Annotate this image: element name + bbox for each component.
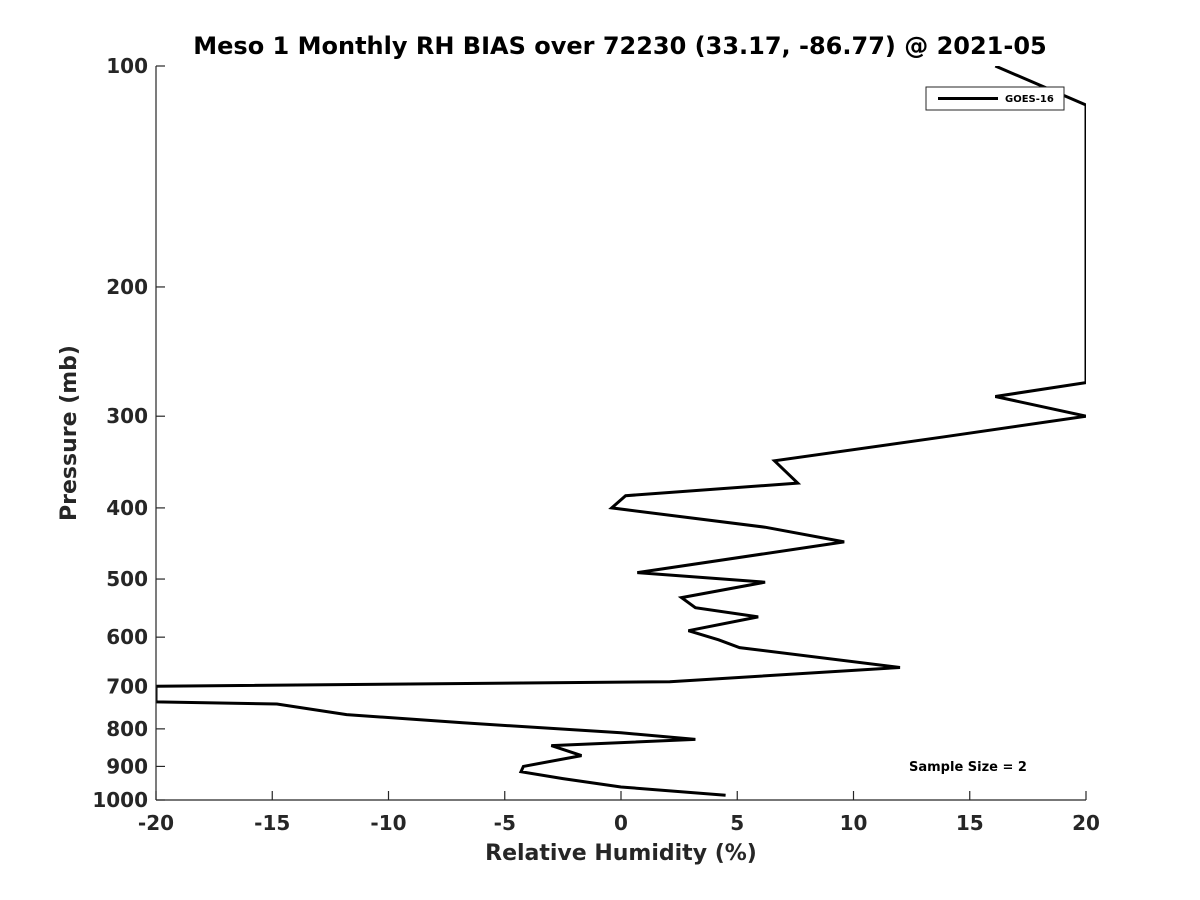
series-line-goes-16 (156, 66, 1086, 797)
y-axis-ticks: 100 200 300 400 500 600 700 800 900 1000 (92, 54, 165, 812)
x-axis-label: Relative Humidity (%) (485, 841, 757, 866)
y-tick-label: 500 (106, 567, 148, 591)
chart-title: Meso 1 Monthly RH BIAS over 72230 (33.17… (193, 32, 1046, 60)
x-tick-label: 10 (840, 811, 868, 835)
x-axis-ticks: -20 -15 -10 -5 0 5 10 15 20 (138, 791, 1100, 835)
plot-area (156, 66, 1086, 797)
y-axis-label: Pressure (mb) (57, 345, 82, 521)
y-tick-label: 600 (106, 625, 148, 649)
sample-size-note: Sample Size = 2 (909, 760, 1027, 775)
x-tick-label: -10 (370, 811, 406, 835)
y-tick-label: 300 (106, 404, 148, 428)
legend-label-goes-16: GOES-16 (1005, 94, 1054, 105)
x-tick-label: -5 (494, 811, 516, 835)
x-tick-label: 20 (1072, 811, 1100, 835)
x-tick-label: 5 (730, 811, 744, 835)
y-tick-label: 100 (106, 54, 148, 78)
x-tick-label: -20 (138, 811, 174, 835)
x-tick-label: 15 (956, 811, 984, 835)
y-tick-label: 900 (106, 754, 148, 778)
y-tick-label: 200 (106, 275, 148, 299)
y-tick-label: 1000 (92, 788, 148, 812)
y-tick-label: 700 (106, 674, 148, 698)
x-tick-label: 0 (614, 811, 628, 835)
x-tick-label: -15 (254, 811, 290, 835)
y-tick-label: 800 (106, 717, 148, 741)
y-tick-label: 400 (106, 496, 148, 520)
legend: GOES-16 (925, 86, 1065, 111)
